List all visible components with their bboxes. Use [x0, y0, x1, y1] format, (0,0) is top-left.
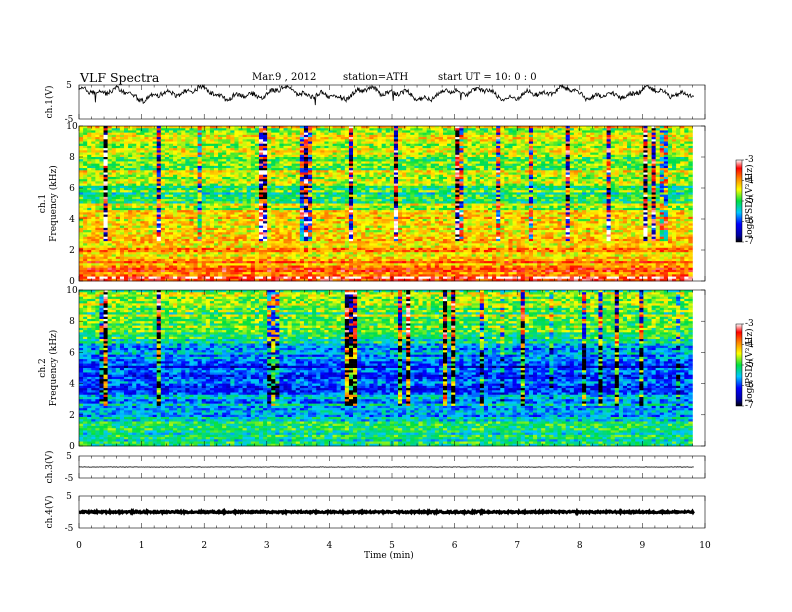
xaxis-tick-7: 7 — [514, 541, 520, 551]
ch2-spectrogram-ytick: 10 — [66, 286, 78, 296]
station-label: station=ATH — [343, 72, 408, 83]
ch2-spectrogram-ytick: 2 — [69, 411, 75, 421]
xaxis-tick-6: 6 — [452, 541, 458, 551]
ch4-waveform-ytick-top: 5 — [66, 492, 72, 502]
ch1-spectrogram-channel-label: ch.1 — [38, 194, 48, 213]
ch2-spectrogram-colorbar-tick: -7 — [745, 401, 754, 411]
ch2-spectrogram-ytick: 0 — [69, 442, 75, 452]
ch1-spectrogram-colorbar — [735, 159, 743, 243]
ch2-spectrogram-ytick: 4 — [69, 380, 75, 390]
ch4-waveform-ytick-bottom: -5 — [65, 524, 74, 534]
ch1-waveform-trace — [78, 83, 695, 106]
ch1-spectrogram-ytick: 4 — [69, 215, 75, 225]
ch1-waveform-ytick-top: 5 — [66, 81, 72, 91]
ch1-spectrogram-colorbar-tick: -3 — [745, 155, 754, 165]
ch1-spectrogram-colorbar-label: log(PSD)(V²/Hz) — [744, 164, 755, 237]
ch1-waveform-ylabel: ch.1(V) — [44, 86, 55, 119]
xaxis-tick-0: 0 — [76, 541, 82, 551]
plot-title: VLF Spectra — [80, 70, 159, 85]
ch1-spectrogram-colorbar-tick: -6 — [745, 217, 754, 227]
ch1-spectrogram-ytick: 8 — [69, 153, 75, 163]
ch1-spectrogram-ylabel: Frequency (kHz) — [48, 165, 59, 242]
xaxis-tick-9: 9 — [640, 541, 646, 551]
ch1-spectrogram-ytick: 6 — [69, 184, 75, 194]
ch1-waveform-ytick-bottom: -5 — [65, 115, 74, 125]
ch2-spectrogram-ytick: 6 — [69, 348, 75, 358]
ch2-spectrogram-ylabel: Frequency (kHz) — [48, 330, 59, 407]
ch1-spectrogram-colorbar-tick: -4 — [745, 176, 754, 186]
start-time-label: start UT = 10: 0 : 0 — [438, 72, 537, 83]
xaxis-tick-8: 8 — [577, 541, 583, 551]
ch3-waveform-ylabel: ch.3(V) — [44, 451, 55, 484]
xaxis-tick-10: 10 — [699, 541, 711, 551]
ch1-spectrogram-colorbar-tick: -7 — [745, 237, 754, 247]
ch1-spectrogram-ytick: 0 — [69, 277, 75, 287]
xaxis-tick-5: 5 — [389, 541, 395, 551]
date-label: Mar.9 , 2012 — [252, 72, 316, 83]
ch2-spectrogram-colorbar-tick: -4 — [745, 340, 754, 350]
ch3-waveform-ytick-top: 5 — [66, 452, 72, 462]
ch4-waveform-trace — [78, 507, 695, 517]
xaxis-tick-1: 1 — [139, 541, 145, 551]
ch1-spectrogram-colorbar-tick: -5 — [745, 196, 754, 206]
ch2-spectrogram-colorbar-tick: -6 — [745, 381, 754, 391]
ch2-spectrogram-ytick: 8 — [69, 317, 75, 327]
ch2-spectrogram-colorbar-tick: -5 — [745, 360, 754, 370]
ch2-spectrogram-colorbar-tick: -3 — [745, 319, 754, 329]
xaxis-tick-3: 3 — [264, 541, 270, 551]
ch1-spectrogram-ytick: 2 — [69, 246, 75, 256]
ch2-spectrogram-colorbar-label: log(PSD)(V²/Hz) — [744, 328, 755, 401]
xaxis-label: Time (min) — [364, 550, 414, 561]
ch1-spectrogram-ytick: 10 — [66, 122, 78, 132]
ch2-spectrogram-channel-label: ch.2 — [38, 358, 48, 377]
ch3-waveform-ytick-bottom: -5 — [65, 474, 74, 484]
xaxis-tick-2: 2 — [201, 541, 207, 551]
xaxis-tick-4: 4 — [327, 541, 333, 551]
ch4-waveform-ylabel: ch.4(V) — [44, 496, 55, 529]
ch2-spectrogram-colorbar — [735, 323, 743, 407]
